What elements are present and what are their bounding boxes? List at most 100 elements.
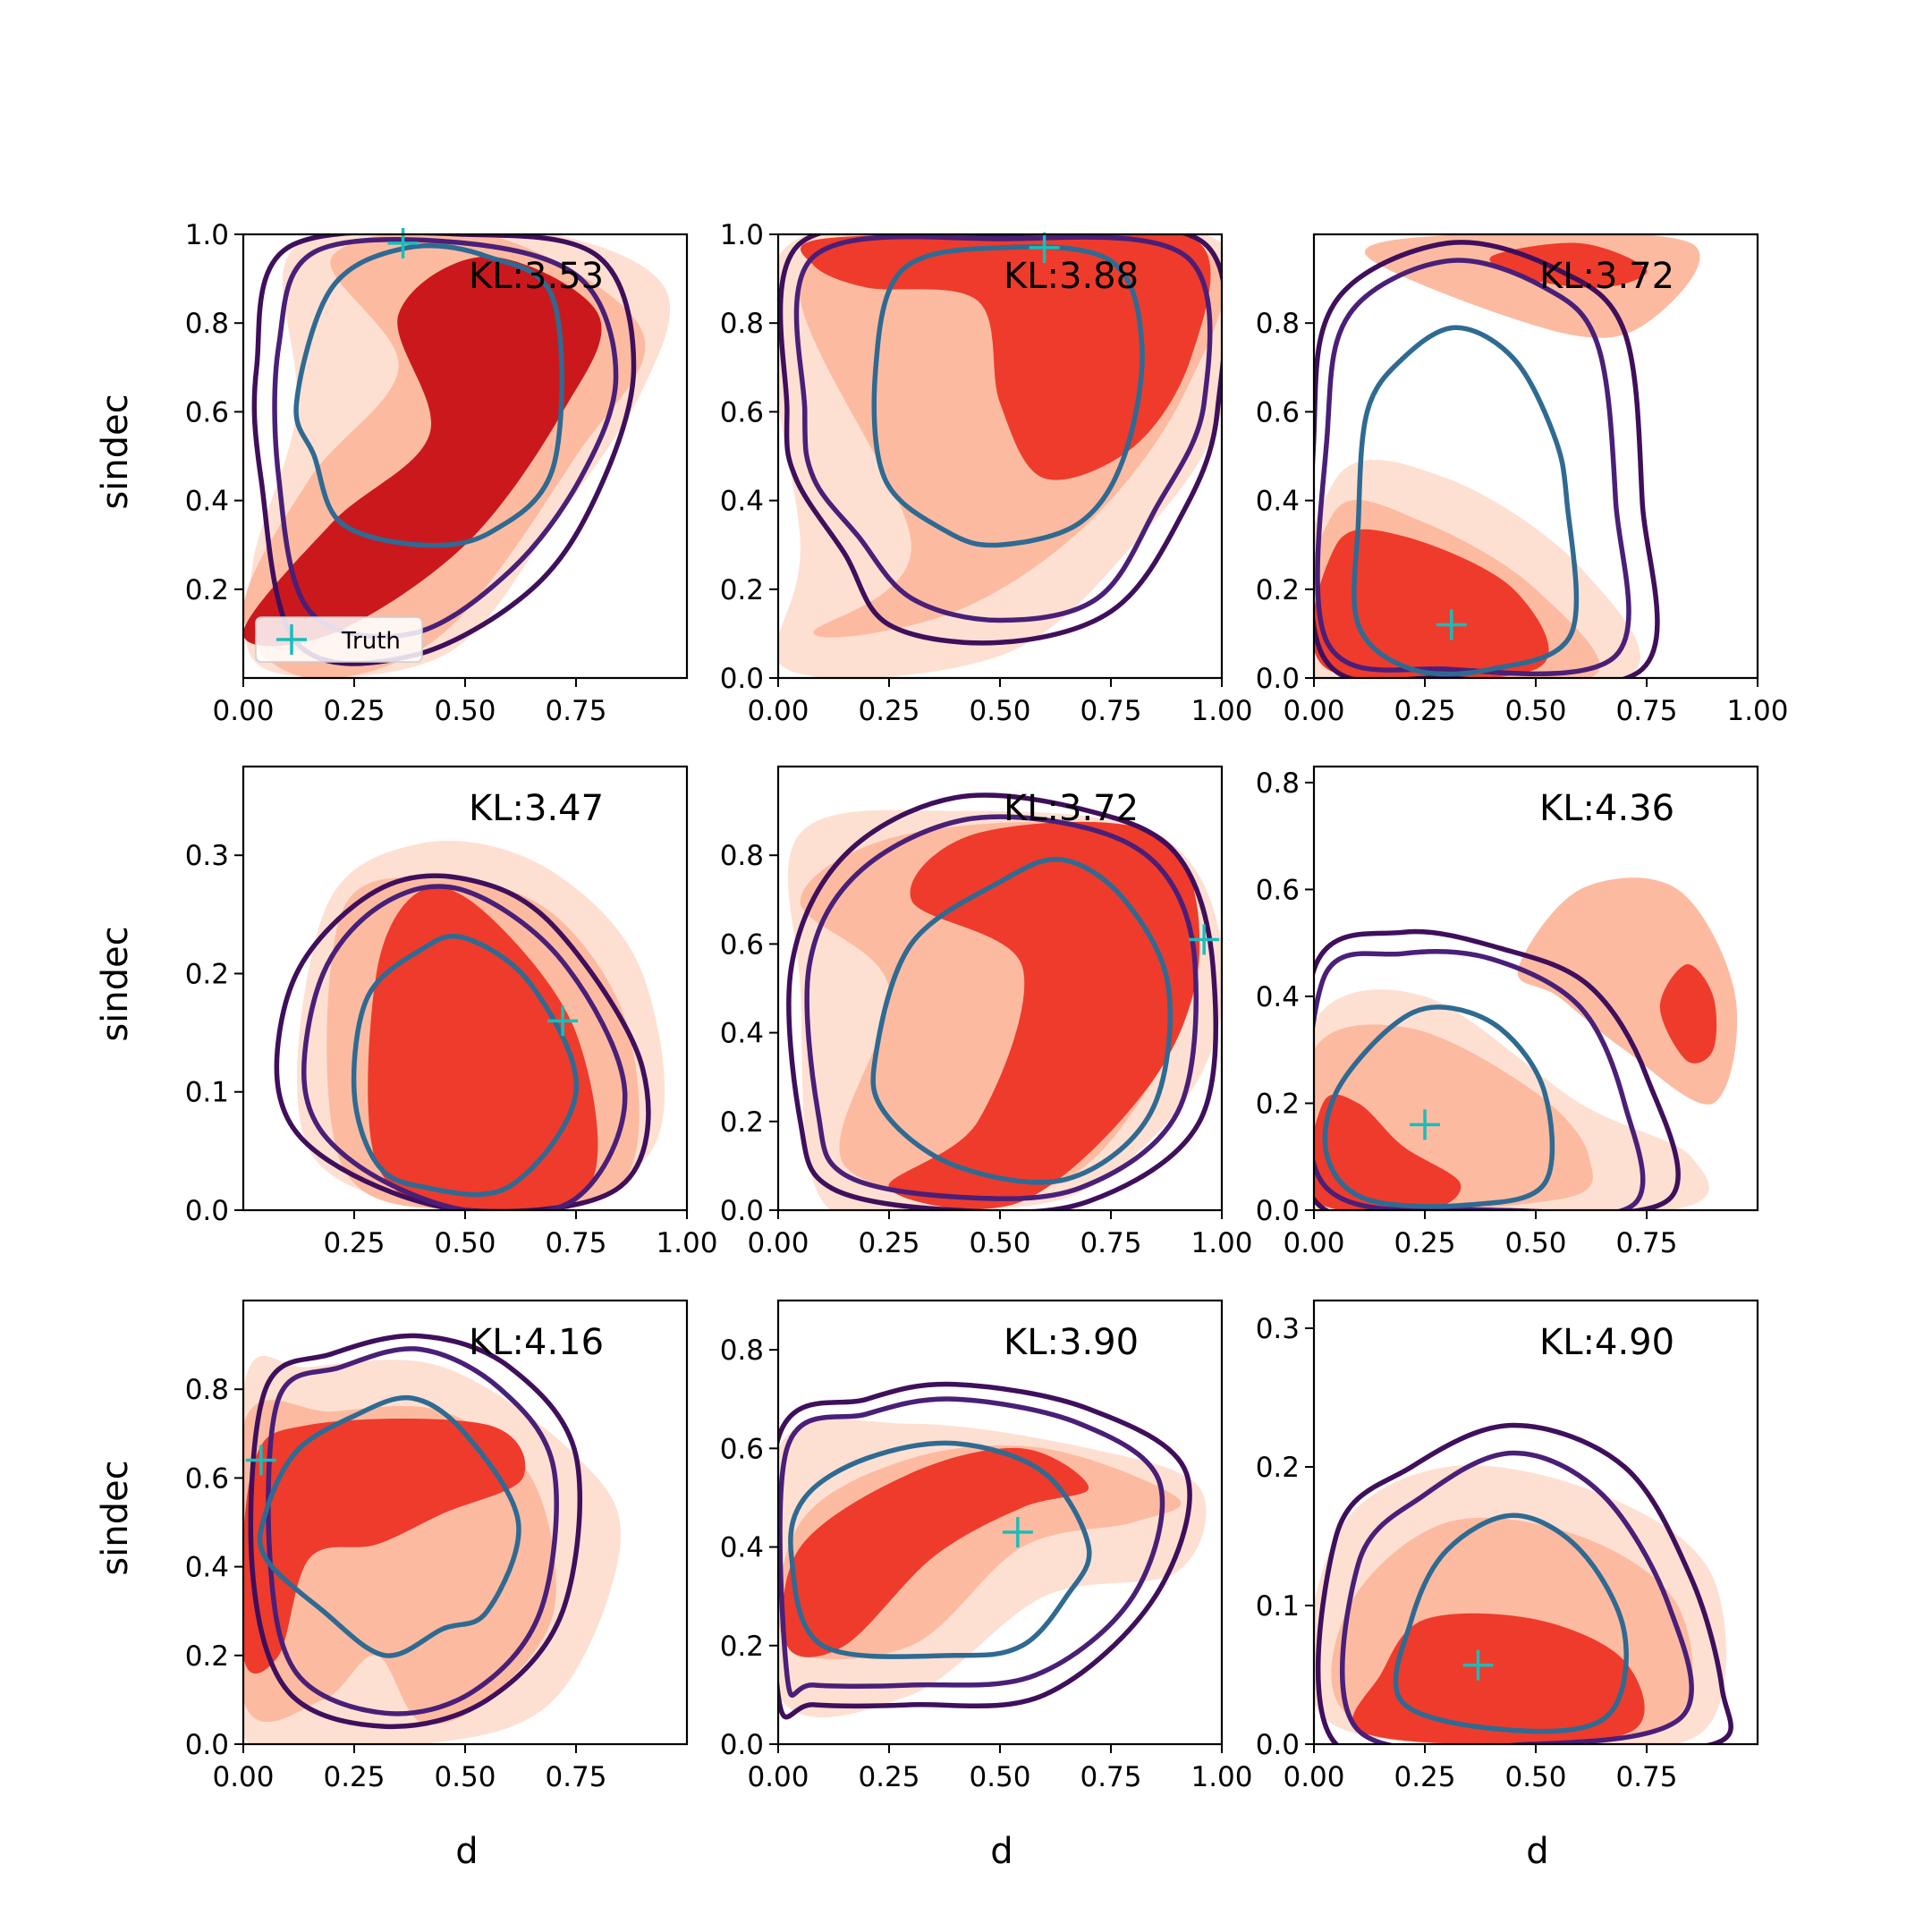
subplot-1: 0.00 0.25 0.50 0.75 0.2 0.4 0.6 0.8 1.0 KL:3.53 Tr… xyxy=(185,219,689,727)
density-fill-level-3 xyxy=(782,1447,1089,1657)
density-fill-level-5 xyxy=(1489,242,1648,288)
contour-line-3 xyxy=(351,933,580,1198)
y-tick-label: 1.0 xyxy=(185,219,229,251)
x-tick-label: 0.00 xyxy=(747,1761,809,1793)
x-tick-label: 1.00 xyxy=(656,1227,717,1259)
kl-annotation: KL:3.53 xyxy=(469,256,604,297)
x-tick-label: 0.50 xyxy=(1504,1761,1566,1793)
y-tick-label: 0.4 xyxy=(1256,981,1300,1013)
subplot-8: 0.00 0.25 0.50 0.75 1.00 0.0 0.2 0.4 0.6 0.8 KL:3.… xyxy=(720,1299,1253,1793)
legend-label: Truth xyxy=(341,628,401,655)
truth-marker xyxy=(1462,1649,1494,1681)
x-tick-label: 0.25 xyxy=(323,1761,385,1793)
x-axis-label-col-2: d xyxy=(990,1831,1013,1872)
contour-line-1 xyxy=(1314,928,1681,1210)
x-tick-label: 0.25 xyxy=(1394,695,1455,727)
contour-line-3 xyxy=(871,244,1145,548)
x-tick-label: 0.50 xyxy=(1504,1227,1566,1259)
y-tick-label: 0.0 xyxy=(1256,1729,1300,1761)
contour-line-3 xyxy=(293,242,564,548)
y-tick-label: 0.6 xyxy=(185,1462,229,1495)
subplot-6: 0.00 0.25 0.50 0.75 0.0 0.2 0.4 0.6 0.8 KL:4.36 xyxy=(1256,765,1759,1259)
y-tick-label: 0.8 xyxy=(720,840,764,872)
y-tick-label: 0.4 xyxy=(720,486,764,518)
kl-annotation: KL:4.16 xyxy=(469,1322,604,1363)
y-tick-label: 0.0 xyxy=(185,1195,229,1227)
contour-line-1 xyxy=(248,1333,583,1730)
y-tick-label: 0.2 xyxy=(1256,574,1300,606)
x-tick-label: 0.75 xyxy=(1615,1227,1677,1259)
x-tick-label: 0.50 xyxy=(969,695,1030,727)
truth-marker xyxy=(1189,924,1220,955)
y-tick-label: 0.6 xyxy=(720,396,764,428)
contour-line-1 xyxy=(274,873,651,1210)
y-axis-label-row-3: sindec xyxy=(95,1460,136,1575)
legend: Truth xyxy=(255,616,423,663)
y-tick-label: 0.2 xyxy=(720,1106,764,1139)
contour-line-3 xyxy=(1322,1004,1555,1209)
density-fill-level-4 xyxy=(1314,529,1549,678)
y-tick-label: 0.8 xyxy=(1256,767,1300,800)
contour-line-2 xyxy=(266,1346,559,1716)
y-tick-label: 0.4 xyxy=(185,486,229,518)
density-fill-level-3 xyxy=(368,886,598,1210)
subplot-3: 0.00 0.25 0.50 0.75 1.00 0.0 0.2 0.4 0.6 0.8 KL:3.… xyxy=(1256,233,1789,727)
x-tick-label: 0.75 xyxy=(545,695,606,727)
subplot-4: 0.25 0.50 0.75 1.00 0.0 0.1 0.2 0.3 KL:3.47 xyxy=(185,765,718,1259)
kl-annotation: KL:3.72 xyxy=(1539,256,1674,297)
y-tick-label: 0.4 xyxy=(185,1552,229,1584)
x-tick-label: 0.50 xyxy=(434,1227,496,1259)
contour-line-1 xyxy=(251,234,637,666)
kl-annotation: KL:4.90 xyxy=(1539,1322,1674,1363)
contour-line-3 xyxy=(870,856,1173,1185)
y-tick-label: 0.2 xyxy=(1256,1088,1300,1120)
x-tick-label: 0.00 xyxy=(747,695,809,727)
density-fill-level-3 xyxy=(888,821,1200,1209)
y-tick-label: 0.4 xyxy=(1256,486,1300,518)
y-tick-label: 0.6 xyxy=(1256,396,1300,428)
x-tick-label: 0.25 xyxy=(323,1227,385,1259)
y-tick-label: 0.0 xyxy=(1256,1195,1300,1227)
plot-area xyxy=(243,234,671,678)
y-tick-label: 0.8 xyxy=(720,308,764,340)
x-tick-label: 0.75 xyxy=(1615,695,1677,727)
density-fill-level-4 xyxy=(1314,1094,1462,1210)
y-tick-label: 0.2 xyxy=(185,1640,229,1673)
x-tick-label: 0.75 xyxy=(1080,1761,1141,1793)
y-tick-label: 0.0 xyxy=(720,663,764,695)
truth-marker xyxy=(1436,609,1467,640)
kl-annotation: KL:3.72 xyxy=(1004,788,1139,829)
truth-marker xyxy=(1410,1109,1440,1140)
y-tick-label: 0.1 xyxy=(1256,1590,1300,1623)
legend-box xyxy=(255,616,423,663)
y-tick-label: 0.8 xyxy=(185,1374,229,1406)
x-tick-label: 0.00 xyxy=(1283,1761,1344,1793)
kl-annotation: KL:3.90 xyxy=(1004,1322,1139,1363)
kl-annotation: KL:4.36 xyxy=(1539,788,1674,829)
contour-line-3 xyxy=(257,1394,521,1658)
density-fill-level-3 xyxy=(801,234,1211,480)
y-tick-label: 0.2 xyxy=(185,574,229,606)
truth-marker xyxy=(1029,232,1060,263)
x-tick-label: 0.25 xyxy=(858,695,919,727)
subplot-9: 0.00 0.25 0.50 0.75 0.0 0.1 0.2 0.3 KL:4.90 xyxy=(1256,1299,1759,1793)
y-tick-label: 0.0 xyxy=(720,1195,764,1227)
contour-line-1 xyxy=(1315,1422,1733,1744)
y-tick-label: 0.2 xyxy=(185,958,229,990)
subplot-2: 0.00 0.25 0.50 0.75 1.00 0.0 0.2 0.4 0.6 0.8 1.0 KL… xyxy=(720,219,1253,727)
x-tick-label: 0.75 xyxy=(1080,1227,1141,1259)
y-tick-label: 1.0 xyxy=(720,219,764,251)
x-tick-label: 0.50 xyxy=(969,1227,1030,1259)
x-tick-label: 1.00 xyxy=(1191,1227,1252,1259)
x-tick-label: 0.50 xyxy=(434,695,496,727)
plot-area xyxy=(1314,234,1700,678)
truth-marker xyxy=(547,1005,579,1037)
legend-truth-marker xyxy=(276,624,307,655)
y-tick-label: 0.6 xyxy=(185,396,229,428)
x-tick-label: 0.50 xyxy=(969,1761,1030,1793)
x-tick-label: 0.75 xyxy=(1615,1761,1677,1793)
y-tick-label: 0.1 xyxy=(185,1077,229,1109)
x-tick-label: 1.00 xyxy=(1191,1761,1252,1793)
x-tick-label: 0.75 xyxy=(545,1761,606,1793)
truth-marker xyxy=(245,1445,276,1476)
